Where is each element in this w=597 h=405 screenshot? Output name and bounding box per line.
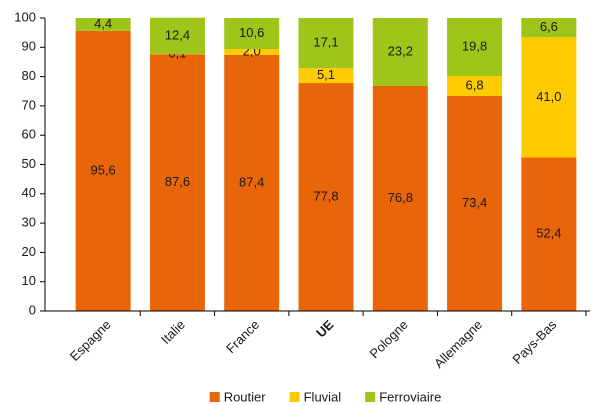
y-tick-label: 40	[22, 185, 36, 200]
bar-segment	[447, 76, 503, 96]
bar-segment	[224, 18, 280, 50]
bar-segment	[447, 18, 503, 77]
value-label: 5,1	[317, 67, 335, 82]
bar-segment	[149, 54, 205, 311]
x-tick-label: France	[223, 317, 262, 356]
y-tick-label: 80	[22, 68, 36, 83]
value-label: 10,6	[239, 25, 264, 40]
bar-segment	[298, 18, 354, 69]
value-label: 77,8	[313, 188, 338, 203]
y-tick-label: 50	[22, 156, 36, 171]
x-tick-label: Pays-Bas	[509, 317, 559, 367]
bar-segment	[75, 18, 131, 31]
y-tick-label: 100	[14, 9, 36, 24]
bar-segment	[521, 37, 577, 158]
bar-segment	[224, 49, 280, 55]
bar-segment	[224, 54, 280, 311]
y-tick-label: 10	[22, 273, 36, 288]
legend-label: Fluvial	[304, 389, 342, 404]
x-tick-label: UE	[313, 317, 337, 341]
value-label: 12,4	[165, 27, 190, 42]
y-tick-label: 70	[22, 97, 36, 112]
x-tick-label: Allemagne	[431, 317, 485, 371]
value-label: 76,8	[388, 190, 413, 205]
value-label: 95,6	[90, 162, 115, 177]
value-label: 41,0	[536, 89, 561, 104]
bar-segment	[372, 85, 428, 311]
y-tick-label: 90	[22, 39, 36, 54]
value-label: 87,4	[239, 174, 264, 189]
legend: Routier Fluvial Ferroviaire	[209, 389, 441, 404]
bar-segment	[298, 68, 354, 84]
bar-segment	[447, 95, 503, 311]
value-label: 87,6	[165, 174, 190, 189]
value-label: 19,8	[462, 38, 487, 53]
legend-label: Ferroviaire	[379, 389, 441, 404]
legend-swatch	[365, 392, 376, 402]
bar-segment	[521, 18, 577, 38]
value-label: 73,4	[462, 195, 487, 210]
bar-segment	[372, 18, 428, 86]
bar-segment	[521, 157, 577, 311]
y-tick-label: 30	[22, 215, 36, 230]
value-label: 17,1	[313, 34, 338, 49]
y-tick-label: 60	[22, 127, 36, 142]
bar-segment	[298, 83, 354, 312]
y-tick-label: 20	[22, 244, 36, 259]
x-tick-label: Espagne	[67, 317, 114, 364]
value-label: 52,4	[536, 226, 561, 241]
legend-label: Routier	[224, 389, 267, 404]
legend-swatch	[209, 392, 220, 402]
value-label: 4,4	[94, 16, 112, 31]
x-tick-label: Italie	[158, 317, 188, 347]
bar-segment	[149, 17, 205, 55]
value-label: 23,2	[388, 43, 413, 58]
legend-swatch	[289, 392, 300, 402]
bar-segment	[75, 30, 131, 312]
x-tick-label: Pologne	[366, 317, 410, 361]
value-label: 6,6	[540, 19, 558, 34]
y-tick-label: 0	[29, 302, 36, 317]
value-label: 6,8	[466, 77, 484, 92]
